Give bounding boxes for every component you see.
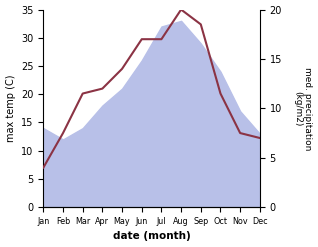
Y-axis label: med. precipitation
(kg/m2): med. precipitation (kg/m2) <box>293 67 313 150</box>
X-axis label: date (month): date (month) <box>113 231 190 242</box>
Y-axis label: max temp (C): max temp (C) <box>5 75 16 142</box>
